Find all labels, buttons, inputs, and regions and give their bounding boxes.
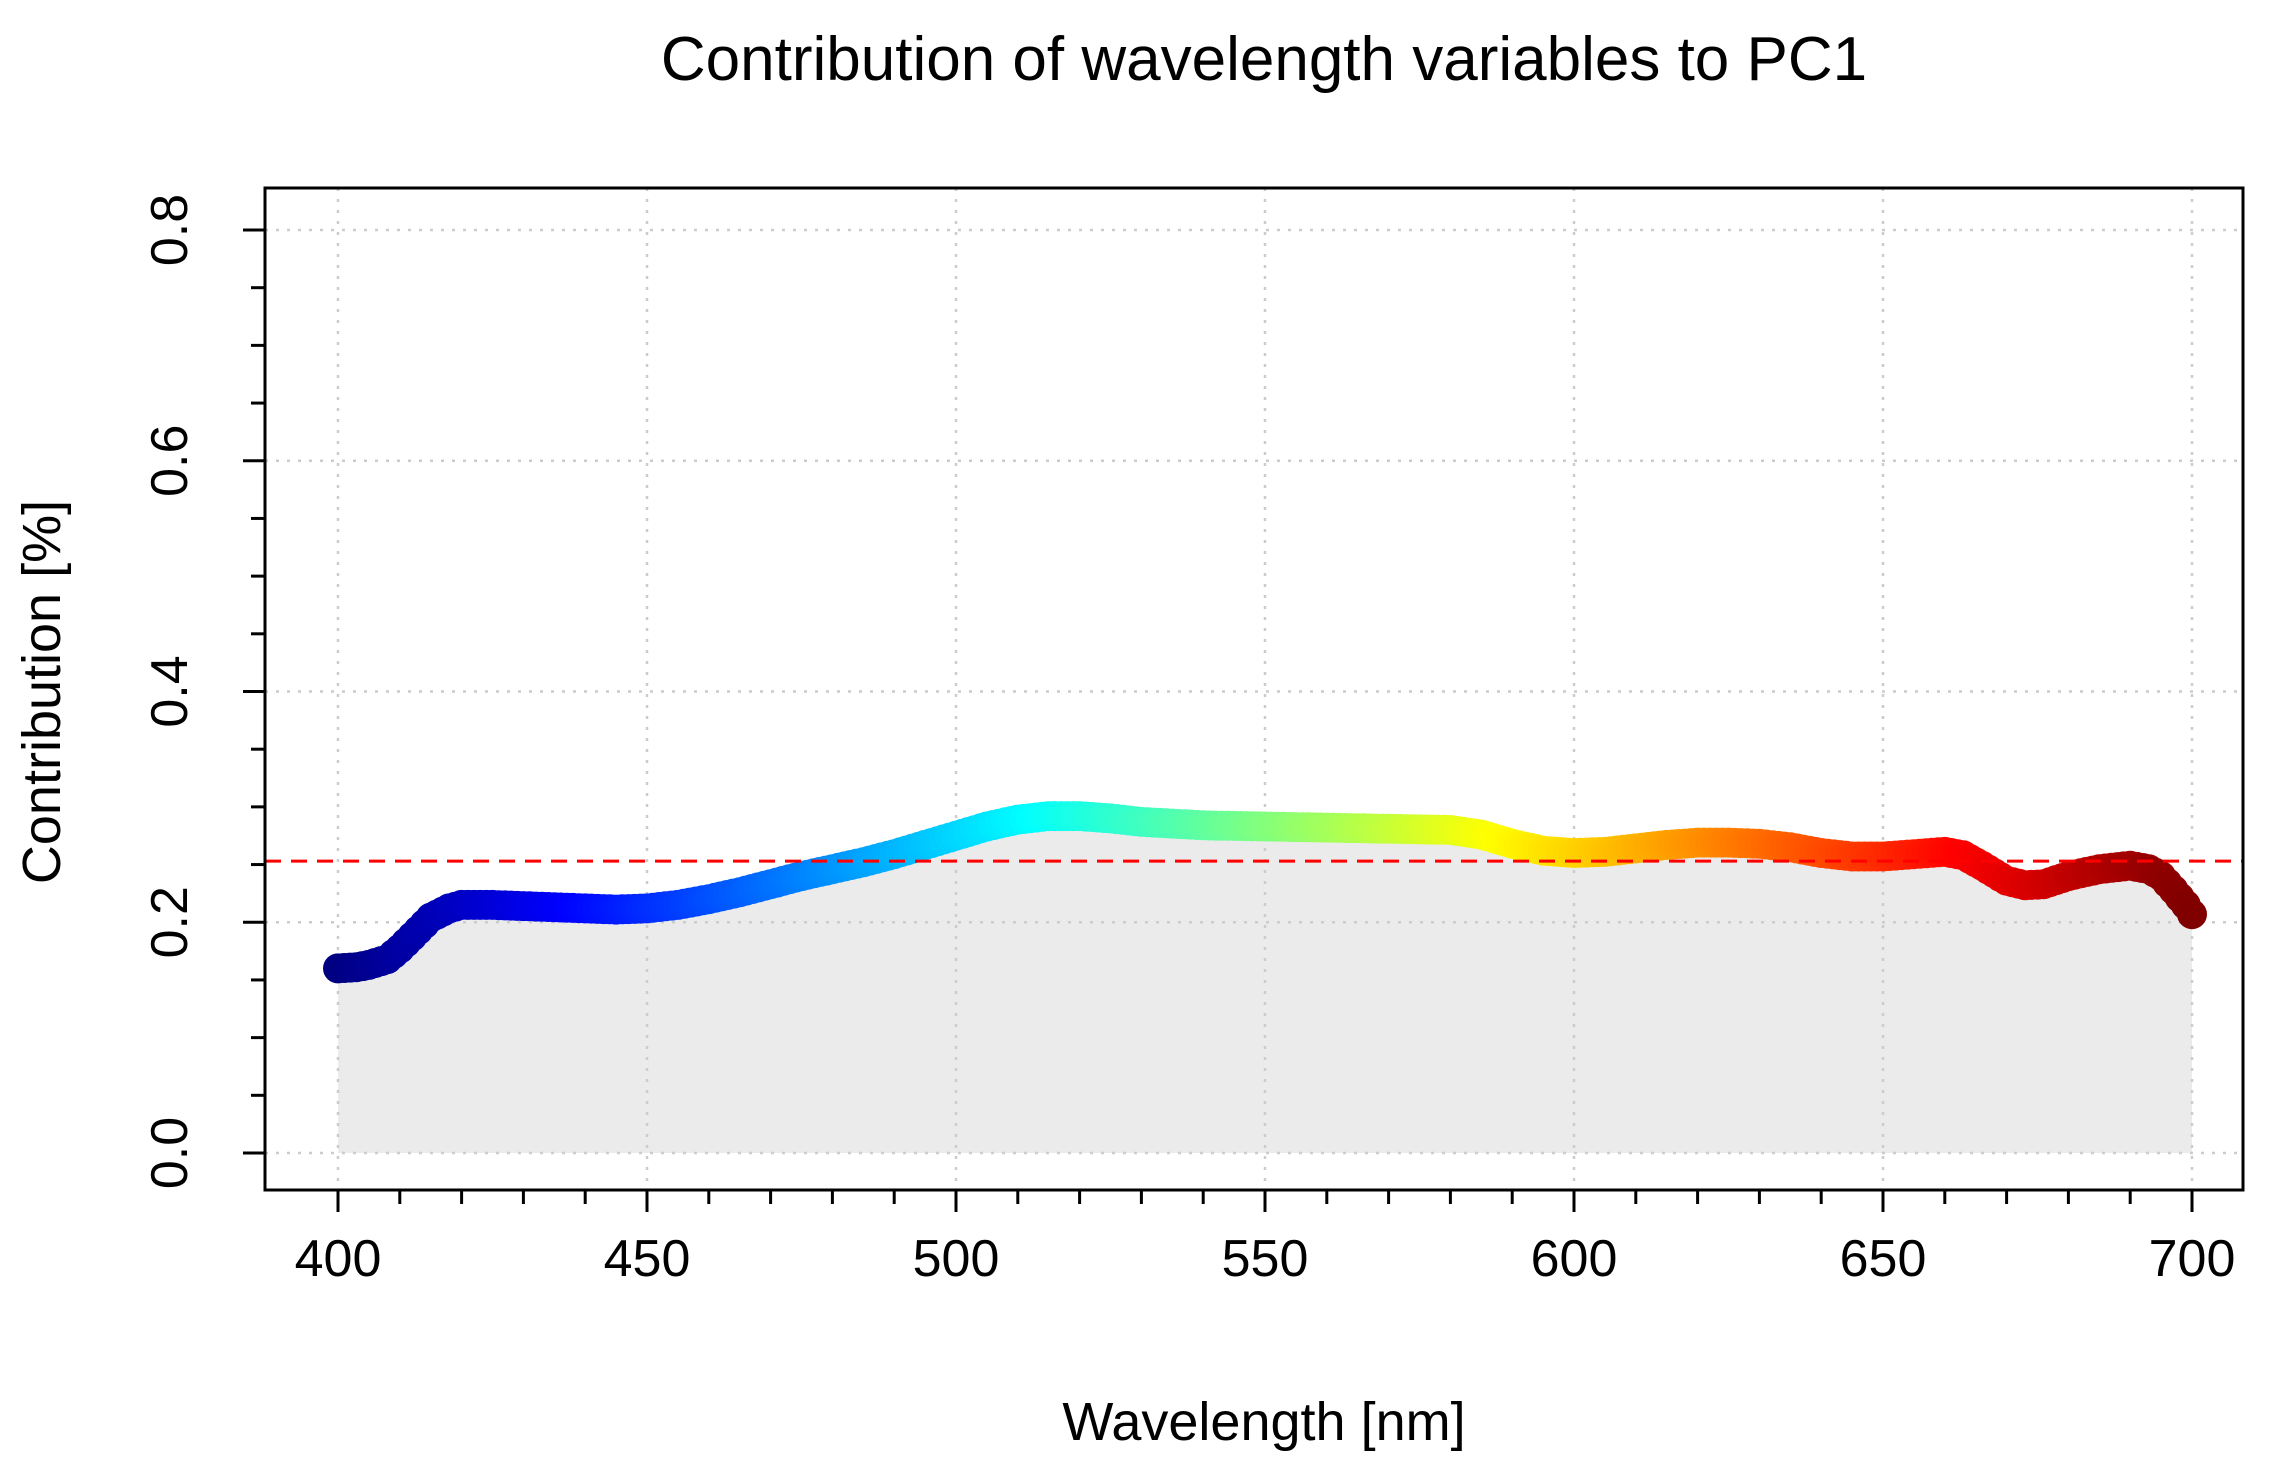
y-tick-label-0.8: 0.8 — [141, 194, 199, 266]
grid-lines — [265, 188, 2243, 1190]
contribution-area-fill — [338, 816, 2192, 1153]
y-tick-label-0.4: 0.4 — [141, 655, 199, 727]
chart-title: Contribution of wavelength variables to … — [661, 25, 1867, 94]
x-tick-label-450: 450 — [604, 1230, 691, 1288]
x-tick-label-650: 650 — [1840, 1230, 1927, 1288]
x-tick-label-500: 500 — [913, 1230, 1000, 1288]
line-point — [2177, 899, 2207, 930]
x-axis: 400 450 500 550 600 650 700 — [295, 1190, 2236, 1288]
x-tick-label-700: 700 — [2149, 1230, 2236, 1288]
area-under-curve — [338, 816, 2192, 1153]
y-axis: 0.0 0.2 0.4 0.6 0.8 — [141, 194, 265, 1189]
y-tick-label-0.0: 0.0 — [141, 1117, 199, 1189]
x-axis-label: Wavelength [nm] — [1062, 1392, 1465, 1452]
x-tick-label-600: 600 — [1531, 1230, 1618, 1288]
y-tick-label-0.6: 0.6 — [141, 425, 199, 497]
x-tick-label-550: 550 — [1222, 1230, 1309, 1288]
x-tick-label-400: 400 — [295, 1230, 382, 1288]
plot-frame — [263, 186, 2245, 1192]
y-axis-label: Contribution [%] — [12, 500, 72, 884]
y-tick-label-0.2: 0.2 — [141, 886, 199, 958]
